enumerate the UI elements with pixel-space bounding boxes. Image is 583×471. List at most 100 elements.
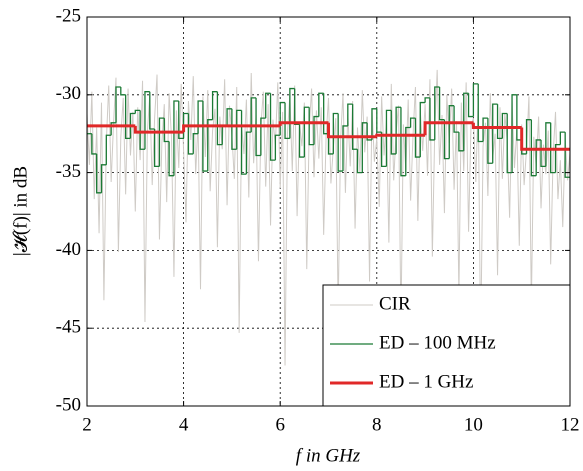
step-segment (385, 109, 392, 167)
step-segment (211, 91, 218, 120)
step-segment (458, 132, 464, 152)
step-segment (496, 104, 503, 140)
step-segment (545, 122, 551, 167)
step-segment (342, 125, 348, 172)
step-segment (245, 131, 252, 175)
step-segment (559, 131, 566, 145)
step-segment (265, 92, 271, 119)
step-segment (149, 91, 155, 130)
step-segment (487, 118, 493, 164)
step-segment (516, 94, 522, 141)
x-tick-label: 10 (464, 414, 483, 435)
step-segment (472, 83, 479, 117)
step-segment (158, 117, 165, 167)
step-segment (260, 117, 266, 156)
x-tick-label: 12 (561, 414, 580, 435)
step-segment (438, 87, 445, 121)
y-tick-label: -50 (56, 394, 81, 415)
step-segment (361, 122, 368, 173)
step-segment (278, 121, 329, 126)
step-segment (530, 119, 537, 177)
step-segment (202, 101, 208, 172)
step-segment (207, 119, 213, 172)
step-segment (192, 133, 199, 154)
y-tick-label: -40 (56, 239, 81, 260)
step-segment (226, 108, 232, 126)
step-segment (371, 108, 377, 140)
step-segment (448, 105, 455, 159)
step-segment (134, 109, 141, 114)
step-segment (356, 149, 363, 174)
step-segment (400, 107, 406, 177)
step-segment (390, 110, 397, 155)
step-segment (298, 124, 305, 158)
step-segment (236, 109, 242, 150)
step-segment (376, 108, 382, 133)
step-segment (294, 88, 300, 126)
step-segment (197, 100, 203, 134)
step-segment (133, 125, 184, 134)
y-tick-label: -45 (56, 317, 81, 338)
step-segment (525, 119, 532, 154)
step-segment (129, 112, 136, 139)
step-segment (124, 94, 131, 140)
step-segment (182, 124, 232, 133)
step-segment (105, 134, 112, 165)
step-segment (424, 97, 430, 103)
step-segment (471, 122, 522, 129)
legend-label: ED – 1 GHz (379, 371, 473, 392)
step-segment (139, 110, 145, 150)
step-segment (535, 139, 542, 176)
step-segment (173, 100, 179, 176)
step-segment (255, 97, 261, 157)
x-tick-label: 6 (275, 414, 285, 435)
x-tick-label: 8 (372, 414, 382, 435)
legend: CIR ED – 100 MHz ED – 1 GHz (322, 284, 571, 407)
y-tick-label: -25 (56, 5, 81, 26)
step-segment (327, 122, 377, 139)
step-segment (506, 113, 513, 174)
step-segment (366, 122, 372, 141)
y-tick-label: -30 (56, 83, 81, 104)
step-segment (419, 101, 426, 158)
step-segment (477, 83, 484, 143)
step-segment (380, 132, 387, 168)
y-axis-label: |𝓗(f)| in dB (10, 166, 31, 256)
step-segment (520, 127, 570, 151)
step-segment (250, 97, 257, 133)
step-segment (332, 112, 339, 154)
step-segment (564, 132, 570, 178)
legend-label: CIR (379, 293, 411, 314)
step-segment (467, 93, 474, 118)
step-segment (352, 104, 358, 150)
step-segment (110, 122, 116, 136)
step-segment (550, 122, 556, 174)
step-segment (443, 119, 450, 160)
x-tick-label: 4 (179, 414, 189, 435)
step-segment (313, 115, 319, 145)
step-segment (429, 97, 435, 141)
step-segment (414, 118, 421, 158)
step-segment (405, 126, 411, 176)
step-segment (347, 103, 353, 126)
step-segment (308, 107, 315, 146)
step-segment (327, 133, 334, 155)
step-segment (554, 143, 561, 173)
step-segment (178, 101, 184, 140)
step-segment (168, 141, 174, 177)
step-segment (453, 105, 459, 133)
step-segment (323, 93, 329, 135)
step-segment (100, 164, 107, 193)
step-segment (163, 118, 170, 143)
step-segment (144, 91, 150, 150)
step-segment (115, 86, 121, 123)
step-segment (395, 106, 401, 154)
step-segment (501, 112, 508, 139)
step-segment (96, 153, 102, 194)
x-axis-label: f in GHz (296, 445, 361, 466)
step-segment (269, 93, 276, 161)
step-segment (91, 133, 97, 155)
step-segment (240, 110, 247, 175)
step-segment (492, 103, 498, 164)
